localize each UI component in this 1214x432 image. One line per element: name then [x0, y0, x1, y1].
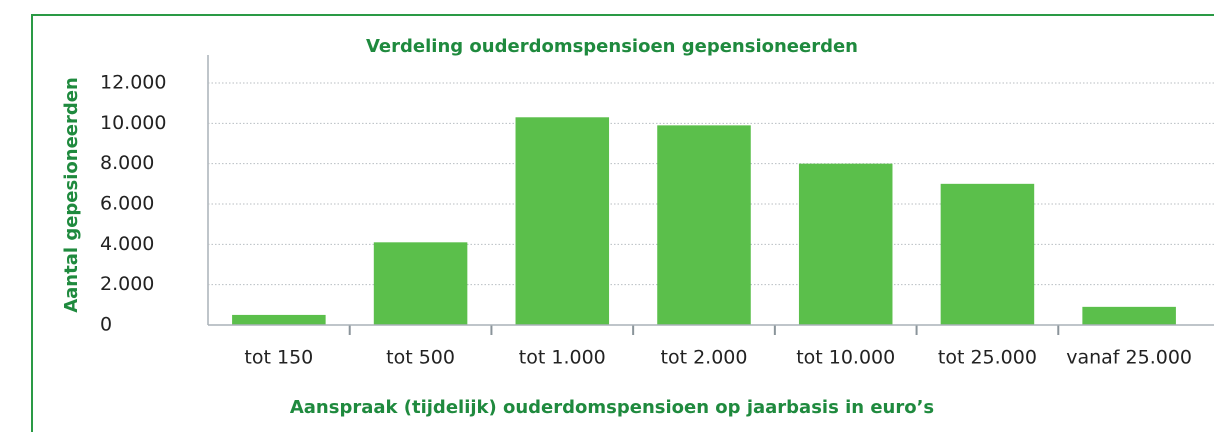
x-tick-label: tot 150 [244, 347, 313, 369]
y-axis-label: Aantal gepesioneerden [61, 77, 82, 313]
y-tick-label: 0 [100, 314, 112, 336]
y-tick-label: 12.000 [100, 72, 166, 94]
bar [798, 163, 893, 325]
x-tick-label: tot 1.000 [519, 347, 606, 369]
y-tick-label: 8.000 [100, 152, 154, 174]
x-tick-label: vanaf 25.000 [1066, 347, 1192, 369]
bar [373, 242, 468, 325]
x-tick-label: tot 500 [386, 347, 455, 369]
bar [657, 125, 751, 325]
bar [1082, 306, 1176, 325]
x-tick-label: tot 2.000 [661, 347, 748, 369]
y-tick-label: 4.000 [100, 233, 154, 255]
y-tick-label: 2.000 [100, 273, 154, 295]
x-tick-label: tot 10.000 [796, 347, 895, 369]
frame [31, 14, 1214, 432]
chart-title: Verdeling ouderdomspensioen gepensioneer… [366, 36, 858, 57]
x-tick-label: tot 25.000 [938, 347, 1037, 369]
y-tick-label: 6.000 [100, 193, 154, 215]
bar [515, 117, 610, 326]
bar [232, 314, 326, 325]
bar [940, 183, 1035, 325]
y-tick-label: 10.000 [100, 112, 166, 134]
x-axis-label: Aanspraak (tijdelijk) ouderdomspensioen … [290, 397, 934, 418]
